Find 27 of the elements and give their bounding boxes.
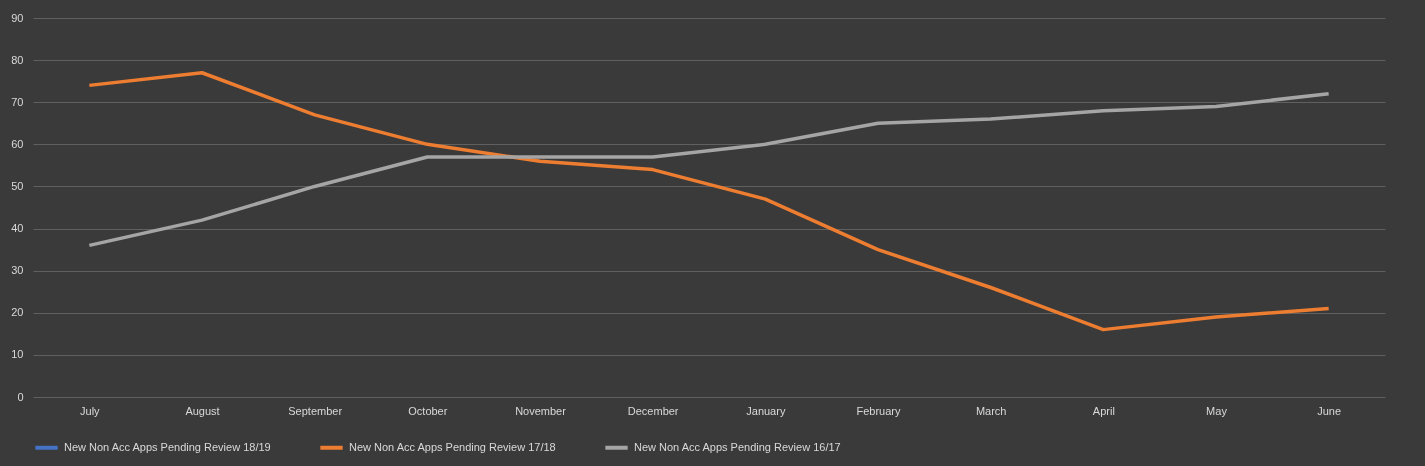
x-tick-label: August bbox=[185, 404, 220, 417]
y-tick-label: 40 bbox=[11, 222, 24, 235]
y-tick-label: 10 bbox=[11, 348, 24, 361]
legend-label: New Non Acc Apps Pending Review 17/18 bbox=[349, 440, 556, 453]
x-tick-label: November bbox=[515, 404, 567, 417]
y-tick-label: 60 bbox=[11, 137, 24, 150]
y-tick-label: 20 bbox=[11, 306, 24, 319]
x-tick-label: September bbox=[288, 404, 343, 417]
y-tick-label: 50 bbox=[11, 179, 24, 192]
x-tick-label: May bbox=[1206, 404, 1228, 417]
x-tick-label: October bbox=[408, 404, 448, 417]
y-tick-label: 0 bbox=[17, 390, 24, 403]
x-tick-label: June bbox=[1317, 404, 1342, 417]
x-tick-label: April bbox=[1092, 404, 1115, 417]
legend-label: New Non Acc Apps Pending Review 18/19 bbox=[64, 440, 271, 453]
y-tick-label: 90 bbox=[11, 11, 24, 24]
y-tick-label: 30 bbox=[11, 264, 24, 277]
y-tick-label: 80 bbox=[11, 53, 24, 66]
x-tick-label: March bbox=[975, 404, 1007, 417]
x-tick-label: January bbox=[746, 404, 786, 417]
legend-label: New Non Acc Apps Pending Review 16/17 bbox=[634, 440, 841, 453]
x-tick-label: February bbox=[856, 404, 901, 417]
x-tick-label: July bbox=[80, 404, 101, 417]
line-series bbox=[87, 70, 1331, 332]
line-series bbox=[87, 92, 1331, 248]
y-tick-label: 70 bbox=[11, 95, 24, 108]
x-tick-label: December bbox=[627, 404, 679, 417]
